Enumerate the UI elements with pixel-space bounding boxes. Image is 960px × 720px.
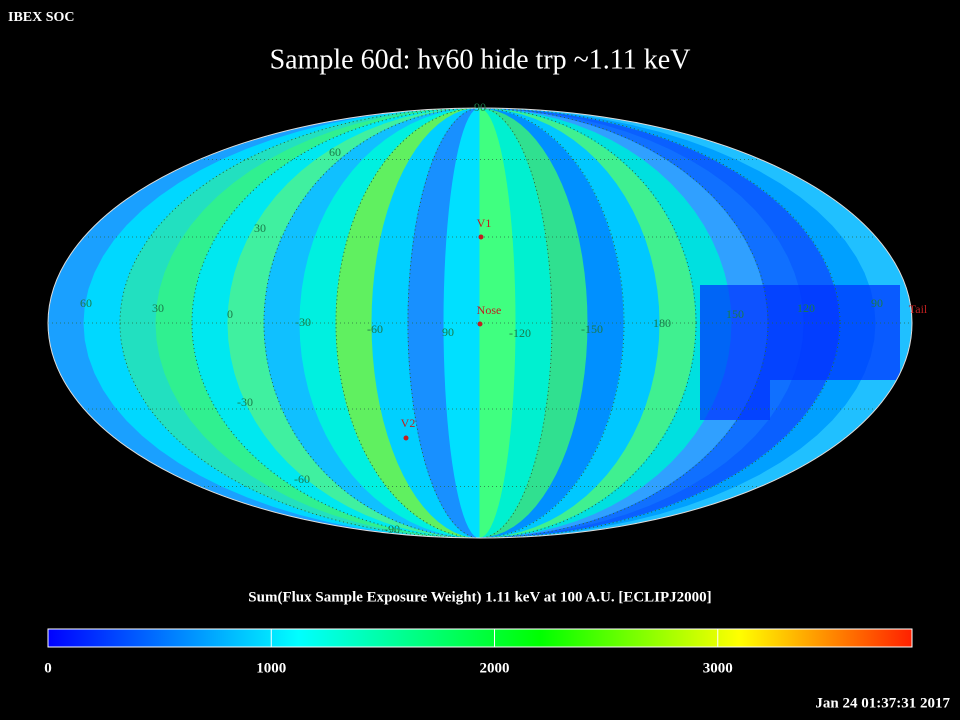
lon-label: -120 [509, 326, 531, 340]
lon-label: -30 [295, 315, 311, 329]
map-outline [47, 107, 913, 539]
colorbar-tick-label: 1000 [256, 660, 286, 676]
marker-dot [403, 435, 409, 441]
corner-label: IBEX SOC [8, 10, 75, 25]
lat-label: -30 [237, 395, 253, 409]
colorbar-tick-label: 0 [44, 660, 52, 676]
lat-label: 60 [329, 145, 341, 159]
markers: V1 Nose V2 Tail [401, 216, 928, 441]
marker-label: V2 [401, 416, 416, 430]
marker-label: Tail [909, 302, 928, 316]
colorbar-ticks: 0 1000 2000 3000 [44, 629, 733, 676]
lon-label: 60 [80, 296, 92, 310]
lon-label: -60 [367, 322, 383, 336]
marker-dot [477, 321, 483, 327]
timestamp: Jan 24 01:37:31 2017 [815, 695, 950, 711]
lon-label: 90 [871, 296, 883, 310]
marker-label: V1 [477, 216, 492, 230]
map-region [700, 285, 900, 420]
lon-label: 120 [797, 301, 815, 315]
colorbar-tick-label: 3000 [703, 660, 733, 676]
marker-dot [478, 234, 484, 240]
lon-label: 150 [726, 307, 744, 321]
lon-label: 30 [152, 301, 164, 315]
lon-label: 180 [653, 316, 671, 330]
graticule-labels: 60 30 0 -30 -60 90 -120 -150 180 150 120… [80, 100, 883, 536]
lat-label: 30 [254, 221, 266, 235]
colorbar-tick-label: 2000 [480, 660, 510, 676]
lon-label: -150 [581, 322, 603, 336]
lat-label: 90 [474, 100, 486, 114]
marker-label: Nose [477, 303, 502, 317]
sky-map [48, 108, 912, 538]
lat-label: -90 [384, 522, 400, 536]
colorbar [47, 628, 913, 648]
colorbar-title: Sum(Flux Sample Exposure Weight) 1.11 ke… [248, 589, 711, 605]
lat-label: -60 [294, 472, 310, 486]
title: Sample 60d: hv60 hide trp ~1.11 keV [270, 44, 691, 75]
lon-label: 90 [442, 325, 454, 339]
lon-label: 0 [227, 307, 233, 321]
